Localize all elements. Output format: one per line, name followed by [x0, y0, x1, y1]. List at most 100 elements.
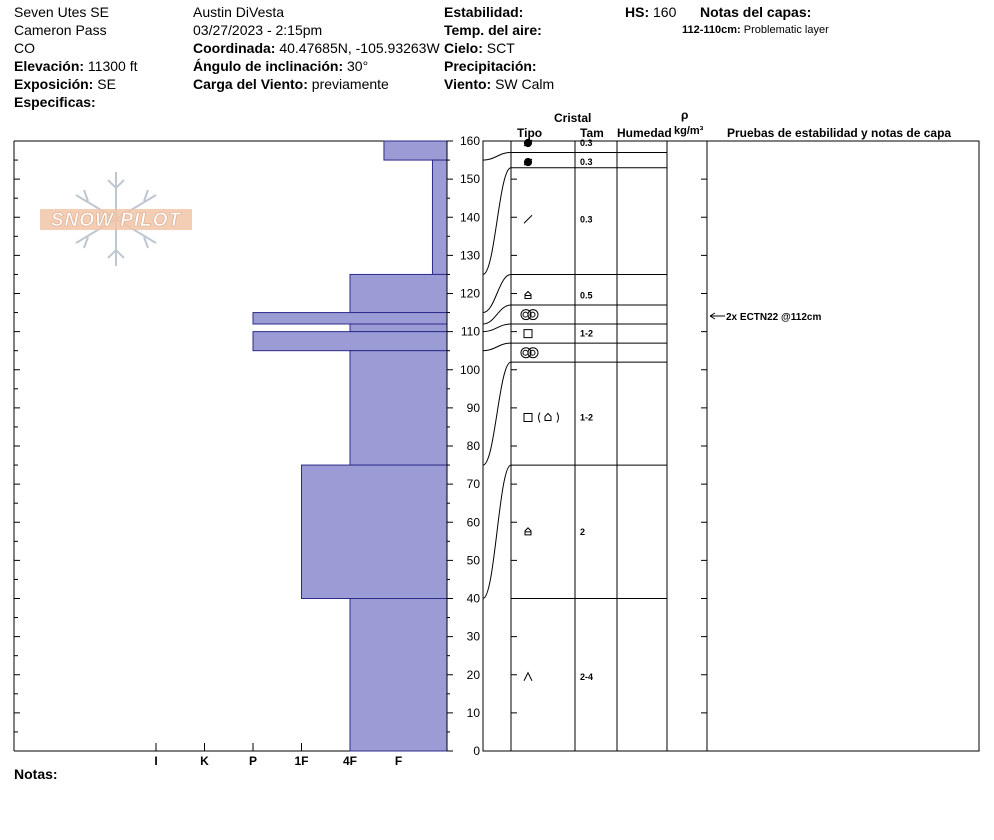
wind-value: SW Calm: [495, 76, 555, 92]
height-tick-label: 130: [460, 248, 480, 262]
observation-datetime: 03/27/2023 - 2:15pm: [193, 22, 323, 38]
grain-size-label: 0.5: [580, 291, 593, 301]
layer-note-range: 112-110cm:: [682, 24, 741, 36]
height-tick-label: 0: [473, 744, 480, 758]
layer-connector-line: [482, 151, 512, 161]
wind-row: Viento: SW Calm: [444, 76, 554, 92]
grain-size-label: 0.3: [580, 157, 593, 167]
depth-hoar-icon: [523, 671, 533, 681]
faceted-mixed-icon: [523, 413, 533, 422]
hardness-bar: [349, 323, 448, 333]
faceted-mixed-icon: [556, 412, 559, 423]
height-tick-label: 80: [467, 439, 481, 453]
aspect-value: SE: [97, 76, 116, 92]
faceted-mixed-icon: [544, 412, 552, 421]
location-name: Seven Utes SE: [14, 4, 109, 20]
height-tick-label: 20: [467, 668, 481, 682]
aspect-label: Exposición:: [14, 76, 94, 92]
wind-load-value: previamente: [311, 76, 389, 92]
grain-size-label: 0.3: [580, 214, 593, 224]
density-unit: kg/m³: [674, 125, 704, 137]
grain-size-label: 1-2: [580, 413, 593, 423]
melt-cluster-icon: [522, 349, 529, 356]
layer-connector-line: [482, 342, 512, 352]
type-header: Tipo: [517, 126, 543, 140]
hardness-bar: [383, 140, 448, 161]
size-header: Tam: [580, 126, 604, 140]
area-name: Cameron Pass: [14, 22, 107, 38]
notes-label: Notas:: [14, 766, 58, 782]
slope-label: Ángulo de inclinación:: [193, 58, 344, 74]
faceted-icon: [523, 329, 533, 339]
height-tick-label: 150: [460, 172, 480, 186]
melt-cluster-icon: [529, 311, 536, 318]
grain-size-label: 1-2: [580, 329, 593, 339]
stability-label: Estabilidad:: [444, 4, 524, 20]
hardness-tick-label: 1F: [294, 754, 308, 768]
moisture-header: Humedad: [617, 126, 672, 140]
decomposing-icon: [523, 138, 533, 148]
precip-label: Precipitación:: [444, 58, 537, 74]
hardness-bar: [349, 273, 448, 314]
height-tick-label: 50: [467, 553, 481, 567]
hardness-bar: [301, 464, 448, 599]
height-tick-label: 60: [467, 515, 481, 529]
state-name: CO: [14, 40, 35, 56]
height-tick-label: 110: [461, 325, 480, 339]
hardness-bar: [252, 312, 448, 325]
observer-name: Austin DiVesta: [193, 4, 285, 20]
coords-label: Coordinada:: [193, 40, 276, 56]
sky-label: Cielo:: [444, 40, 483, 56]
coords-row: Coordinada: 40.47685N, -105.93263W: [193, 40, 440, 56]
stability-test-label: 2x ECTN22 @112cm: [726, 312, 821, 323]
hs-label: HS:: [625, 4, 650, 20]
hardness-bar: [349, 598, 448, 752]
grain-size-label: 2: [580, 527, 585, 537]
air-temp-label: Temp. del aire:: [444, 22, 542, 38]
hardness-tick-label: P: [249, 754, 257, 768]
sky-row: Cielo: SCT: [444, 40, 515, 56]
hardness-bar: [252, 331, 448, 352]
hardness-tick-label: K: [200, 754, 209, 768]
layer-note-row: 112-110cm: Problematic layer: [682, 24, 829, 37]
grain-size-label: 2-4: [580, 672, 593, 682]
melt-cluster-icon: [527, 347, 539, 359]
grain-size-label: 0.3: [580, 138, 593, 148]
height-tick-label: 30: [467, 630, 481, 644]
wind-load-row: Carga del Viento: previamente: [193, 76, 389, 92]
aspect-row: Exposición: SE: [14, 76, 116, 92]
slope-row: Ángulo de inclinación: 30°: [193, 58, 368, 74]
melt-cluster-icon: [529, 349, 536, 356]
hs-row: HS: 160: [625, 4, 676, 20]
wind-label: Viento:: [444, 76, 492, 92]
height-tick-label: 140: [460, 210, 480, 224]
layer-connector-line: [482, 167, 512, 275]
hardness-tick-label: 4F: [343, 754, 357, 768]
layer-connector-line: [482, 361, 512, 466]
layer-connector-line: [482, 464, 512, 599]
hs-value: 160: [653, 4, 677, 20]
hardness-tick-label: I: [154, 754, 157, 768]
melt-cluster-icon: [520, 309, 532, 320]
height-tick-label: 90: [467, 401, 481, 415]
height-tick-label: 10: [467, 706, 481, 720]
layer-notes-label: Notas del capas:: [700, 4, 812, 20]
tests-header: Pruebas de estabilidad y notas de capa: [727, 126, 952, 140]
melt-cluster-icon: [520, 347, 532, 359]
faceted-mixed-icon: [538, 412, 541, 423]
layer-connector-line: [482, 304, 512, 325]
height-tick-label: 160: [460, 134, 480, 148]
elevation-value: 11300 ft: [87, 58, 138, 74]
elevation-label: Elevación:: [14, 58, 85, 74]
density-symbol: ρ: [681, 108, 689, 122]
test-arrow-icon: [709, 312, 716, 320]
layer-connector-line: [482, 273, 512, 314]
precipitation-particle-icon: [523, 214, 533, 224]
layer-note-text: Problematic layer: [743, 24, 829, 36]
melt-cluster-icon: [527, 309, 539, 320]
coords-value: 40.47685N, -105.93263W: [279, 40, 440, 56]
height-tick-label: 100: [460, 363, 480, 377]
elevation-row: Elevación: 11300 ft: [14, 58, 137, 74]
wind-load-label: Carga del Viento:: [193, 76, 308, 92]
